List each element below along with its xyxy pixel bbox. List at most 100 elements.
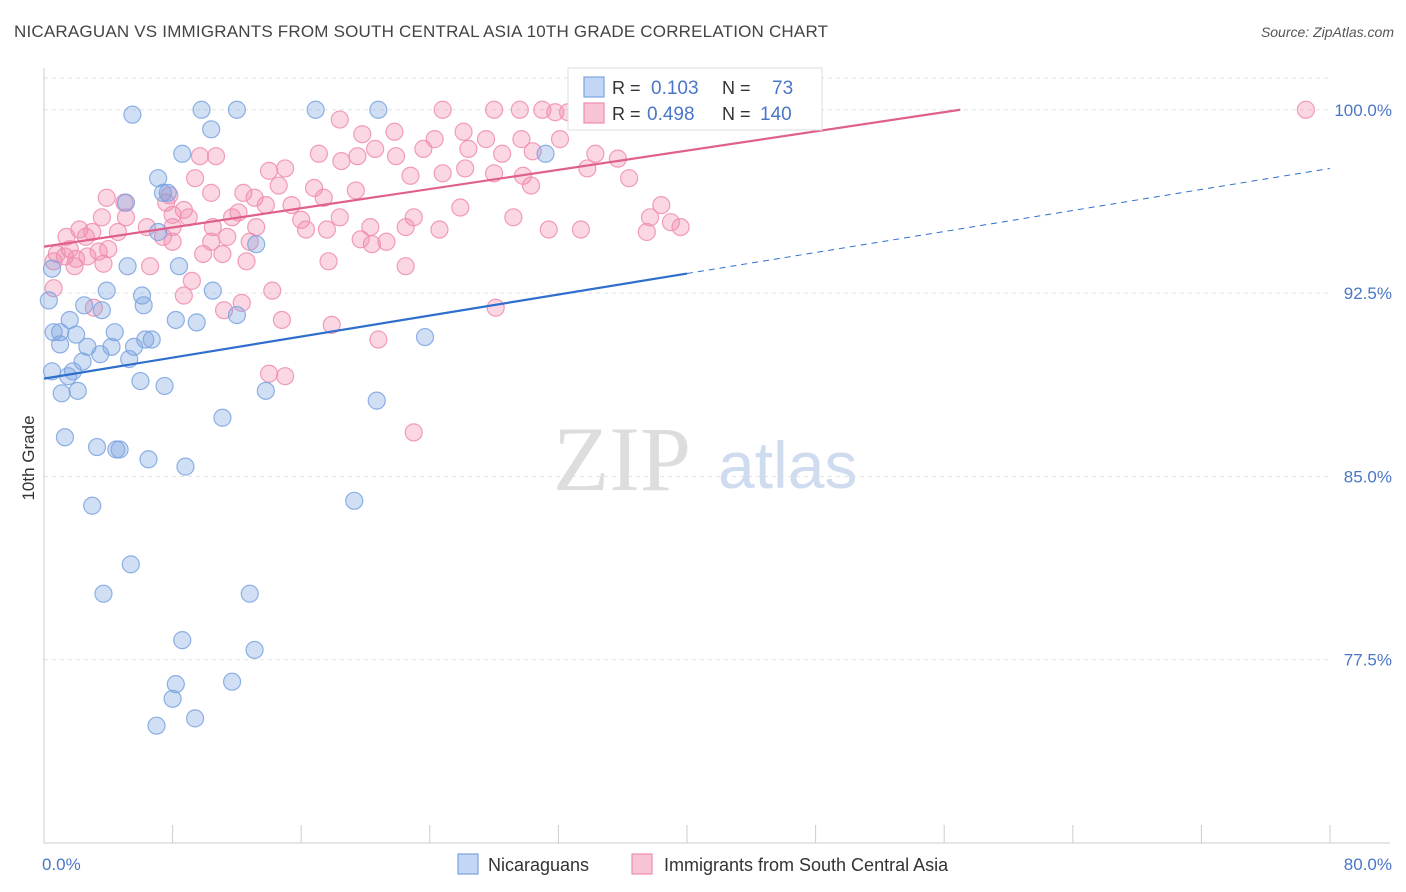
point-immigrants-42 — [346, 181, 365, 200]
point-immigrants-76 — [539, 220, 558, 239]
point-nicaraguans-33 — [50, 335, 70, 354]
point-immigrants-33 — [401, 166, 420, 185]
point-immigrants-115 — [404, 423, 423, 442]
point-immigrants-23 — [493, 144, 512, 163]
chart-title: NICARAGUAN VS IMMIGRANTS FROM SOUTH CENT… — [14, 22, 829, 41]
point-nicaraguans-37 — [91, 345, 110, 364]
point-nicaraguans-51 — [55, 428, 74, 447]
point-immigrants-1 — [485, 100, 504, 119]
trendline-nicaraguans-projection — [686, 167, 1331, 275]
point-nicaraguans-7 — [149, 169, 168, 188]
point-immigrants-2 — [510, 100, 529, 119]
point-immigrants-110 — [272, 310, 292, 330]
point-immigrants-21 — [414, 139, 433, 158]
point-immigrants-10 — [330, 110, 349, 129]
point-nicaraguans-16 — [97, 281, 116, 300]
legend-swatch-nicaraguans — [583, 76, 605, 98]
point-immigrants-78 — [637, 222, 656, 242]
trendline-immigrants — [43, 108, 961, 248]
point-nicaraguans-12 — [247, 235, 266, 254]
point-nicaraguans-67 — [186, 709, 205, 728]
point-nicaraguans-50 — [213, 408, 232, 427]
point-immigrants-124 — [67, 249, 86, 268]
point-nicaraguans-61 — [240, 584, 259, 603]
point-immigrants-34 — [433, 164, 452, 183]
point-immigrants-117 — [521, 176, 541, 195]
gridlines — [44, 77, 1330, 661]
point-nicaraguans-44 — [131, 371, 150, 391]
point-nicaraguans-54 — [110, 440, 129, 459]
legend-n-label-1: N = — [722, 78, 751, 98]
point-immigrants-96 — [237, 252, 256, 271]
point-immigrants-4 — [546, 103, 565, 122]
point-immigrants-32 — [332, 151, 351, 171]
point-nicaraguans-15 — [42, 259, 62, 278]
point-immigrants-84 — [218, 227, 237, 246]
point-nicaraguans-14 — [118, 257, 137, 276]
watermark: ZIP atlas — [553, 408, 857, 510]
point-immigrants-61 — [451, 198, 470, 217]
point-nicaraguans-68 — [147, 716, 166, 735]
point-nicaraguans-69 — [536, 144, 555, 163]
point-immigrants-25 — [550, 130, 570, 149]
point-immigrants-48 — [97, 188, 116, 207]
y-tick-label-1: 85.0% — [1344, 467, 1392, 486]
point-immigrants-29 — [206, 147, 226, 166]
point-nicaraguans-52 — [87, 437, 107, 457]
legend-swatch-immigrants — [583, 102, 605, 124]
point-immigrants-20 — [386, 147, 406, 166]
point-immigrants-18 — [348, 147, 367, 166]
bottom-legend-label-nicaraguans: Nicaraguans — [488, 855, 589, 875]
point-immigrants-118 — [652, 195, 671, 215]
point-immigrants-112 — [369, 330, 388, 349]
y-tick-label-3: 100.0% — [1334, 101, 1392, 120]
point-immigrants-38 — [620, 169, 639, 188]
y-tick-label-0: 77.5% — [1344, 651, 1392, 670]
point-nicaraguans-38 — [73, 352, 92, 371]
point-nicaraguans-20 — [134, 296, 153, 315]
point-nicaraguans-25 — [187, 313, 206, 332]
point-nicaraguans-65 — [222, 672, 242, 691]
point-immigrants-31 — [259, 161, 279, 180]
point-immigrants-120 — [174, 200, 193, 220]
point-immigrants-114 — [276, 367, 295, 386]
point-nicaraguans-26 — [227, 305, 246, 325]
legend-n-label-2: N = — [722, 104, 751, 124]
legend-r-label-2: R = — [612, 104, 641, 124]
point-nicaraguans-31 — [136, 330, 155, 349]
point-immigrants-16 — [512, 130, 531, 149]
point-immigrants-55 — [92, 208, 111, 227]
point-immigrants-113 — [259, 364, 279, 383]
point-immigrants-100 — [140, 257, 160, 276]
point-immigrants-19 — [309, 144, 328, 163]
point-nicaraguans-66 — [163, 689, 182, 708]
point-immigrants-104 — [174, 286, 193, 305]
point-immigrants-35 — [456, 159, 475, 178]
point-immigrants-82 — [163, 232, 182, 251]
point-immigrants-22 — [459, 139, 478, 158]
point-nicaraguans-10 — [116, 193, 136, 212]
point-immigrants-90 — [99, 239, 118, 259]
point-nicaraguans-45 — [155, 376, 174, 396]
point-immigrants-123 — [377, 232, 396, 251]
y-tick-labels: 77.5% 85.0% 92.5% 100.0% — [1334, 101, 1392, 670]
trendline-nicaraguans — [43, 272, 688, 380]
point-nicaraguans-0 — [123, 105, 142, 124]
point-immigrants-27 — [608, 149, 627, 168]
point-immigrants-51 — [256, 195, 275, 215]
point-nicaraguans-5 — [202, 120, 221, 139]
point-nicaraguans-62 — [173, 631, 192, 650]
point-immigrants-15 — [476, 130, 496, 149]
point-immigrants-44 — [234, 183, 253, 202]
bottom-legend-swatch-immigrants — [631, 853, 653, 875]
x-tick-labels: 0.0% 80.0% — [42, 855, 1392, 874]
point-immigrants-74 — [396, 217, 415, 237]
point-immigrants-93 — [78, 247, 97, 266]
point-immigrants-37 — [578, 159, 597, 178]
point-nicaraguans-57 — [345, 491, 364, 510]
point-immigrants-0 — [433, 100, 452, 119]
point-immigrants-125 — [182, 271, 201, 290]
bottom-legend-label-immigrants: Immigrants from South Central Asia — [664, 855, 949, 875]
point-immigrants-46 — [202, 183, 221, 202]
